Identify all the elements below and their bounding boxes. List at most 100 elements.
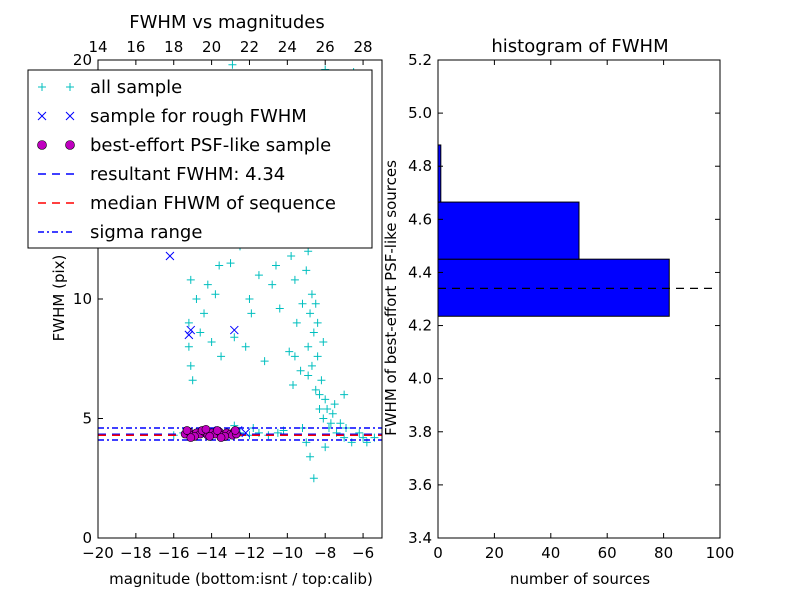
right-x-tick-label: 0: [433, 544, 443, 562]
all-sample-point: [268, 280, 277, 289]
all-sample-point: [196, 328, 205, 337]
left-top-tick-label: 16: [126, 38, 145, 56]
all-sample-point: [285, 347, 294, 356]
all-sample-point: [211, 290, 220, 299]
all-sample-point: [226, 259, 235, 268]
left-top-tick-label: 20: [202, 38, 221, 56]
all-sample-point: [296, 366, 305, 375]
right-y-tick-label: 4.0: [408, 370, 432, 388]
all-sample-point: [192, 295, 201, 303]
all-sample-point: [319, 414, 328, 423]
histogram-bar: [437, 258, 670, 317]
right-y-tick-label: 3.4: [408, 529, 432, 547]
psf-like-point: [205, 432, 215, 441]
all-sample-point: [315, 390, 324, 399]
all-sample-point: [340, 390, 349, 399]
all-sample-point: [241, 342, 250, 351]
legend-x-marker: [37, 111, 47, 121]
left-top-tick-label: 22: [240, 38, 259, 56]
left-y-tick-label: 0: [82, 529, 92, 547]
all-sample-point: [307, 361, 316, 370]
right-chart-title: histogram of FWHM: [491, 36, 668, 57]
all-sample-point: [254, 271, 263, 280]
rough-fwhm-point: [184, 330, 194, 340]
legend-entry-label: sigma range: [90, 222, 202, 243]
psf-like-point: [201, 424, 211, 434]
right-y-tick-label: 3.6: [408, 476, 432, 494]
right-y-tick-label: 4.2: [408, 317, 432, 335]
fwhm-vs-magnitude-chart: FWHM vs magnitudes −20 −18 −16 −14 −12 −10 −8−…: [27, 12, 383, 588]
all-sample-point: [184, 318, 193, 327]
all-sample-point: [290, 275, 299, 284]
all-sample-point: [260, 357, 269, 366]
all-sample-point: [315, 404, 324, 413]
right-x-tick-label: 20: [485, 544, 504, 562]
all-sample-point: [186, 361, 195, 370]
legend-plus-marker: [38, 83, 46, 91]
psf-like-point: [186, 433, 196, 442]
right-x-tick-label: 60: [598, 544, 617, 562]
all-sample-point: [302, 266, 311, 275]
legend-entry-label: resultant FWHM: 4.34: [90, 164, 285, 185]
all-sample-point: [186, 275, 195, 284]
rough-fwhm-point: [229, 325, 239, 335]
all-sample-point: [302, 438, 311, 447]
all-sample-point: [215, 261, 224, 270]
legend-circle-marker: [65, 140, 75, 150]
all-sample-point: [230, 333, 239, 342]
all-sample-point: [304, 342, 313, 351]
all-sample-point: [326, 419, 335, 428]
right-y-tick-label: 5.2: [408, 51, 432, 69]
left-x-axis-label: magnitude (bottom:isnt / top:calib): [109, 570, 373, 588]
all-sample-point: [298, 299, 307, 308]
left-x-tick-label: −8: [314, 544, 336, 562]
all-sample-point: [330, 400, 339, 409]
all-sample-point: [228, 60, 237, 69]
left-y-tick-label: 10: [73, 290, 92, 308]
all-sample-point: [273, 428, 282, 437]
left-x-tick-label: −12: [234, 544, 266, 562]
psf-like-point: [230, 426, 240, 435]
legend-box: [27, 69, 373, 249]
psf-like-point: [216, 433, 226, 442]
all-sample-point: [323, 404, 332, 413]
all-sample-point: [307, 290, 316, 299]
left-top-tick-label: 28: [354, 38, 373, 56]
all-sample-point: [289, 381, 298, 390]
all-sample-point: [217, 352, 226, 361]
rough-fwhm-point: [241, 428, 251, 438]
legend-plus-marker: [66, 83, 74, 91]
legend-x-marker: [65, 111, 75, 121]
left-top-tick-label: 24: [278, 38, 297, 56]
rough-fwhm-point: [186, 325, 196, 335]
all-sample-point: [340, 433, 349, 442]
all-sample-point: [207, 338, 216, 347]
left-x-tick-label: −14: [196, 544, 228, 562]
all-sample-point: [304, 371, 313, 380]
all-sample-point: [336, 419, 345, 428]
left-top-tick-label: 14: [88, 38, 107, 56]
left-x-tick-label: −20: [82, 544, 114, 562]
psf-like-point: [212, 426, 222, 435]
left-y-tick-label: 5: [82, 410, 92, 428]
histogram-bar: [437, 201, 580, 260]
left-chart-title: FWHM vs magnitudes: [129, 12, 324, 33]
right-plot-frame: [437, 59, 721, 539]
right-x-tick-label: 80: [654, 544, 673, 562]
all-sample-point: [290, 352, 299, 361]
psf-like-point: [182, 426, 192, 435]
all-sample-point: [317, 376, 326, 385]
legend-entry-label: median FHWM of sequence: [90, 193, 336, 214]
left-top-tick-label: 26: [316, 38, 335, 56]
legend-circle-marker: [37, 140, 47, 150]
right-y-axis-label: FWHM of best-effort PSF-like sources: [382, 160, 400, 436]
all-sample-point: [188, 376, 197, 385]
all-sample-point: [313, 352, 322, 361]
all-sample-point: [200, 309, 209, 318]
fwhm-histogram-chart: histogram of FWHM 0 20 40 60 80 100 3.4 3.6 3.8 4…: [382, 36, 734, 588]
right-y-tick-label: 4.8: [408, 157, 432, 175]
all-sample-point: [319, 338, 328, 347]
right-y-tick-label: 4.4: [408, 263, 432, 281]
legend-entry-label: sample for rough FWHM: [90, 106, 307, 127]
all-sample-point: [321, 443, 330, 452]
